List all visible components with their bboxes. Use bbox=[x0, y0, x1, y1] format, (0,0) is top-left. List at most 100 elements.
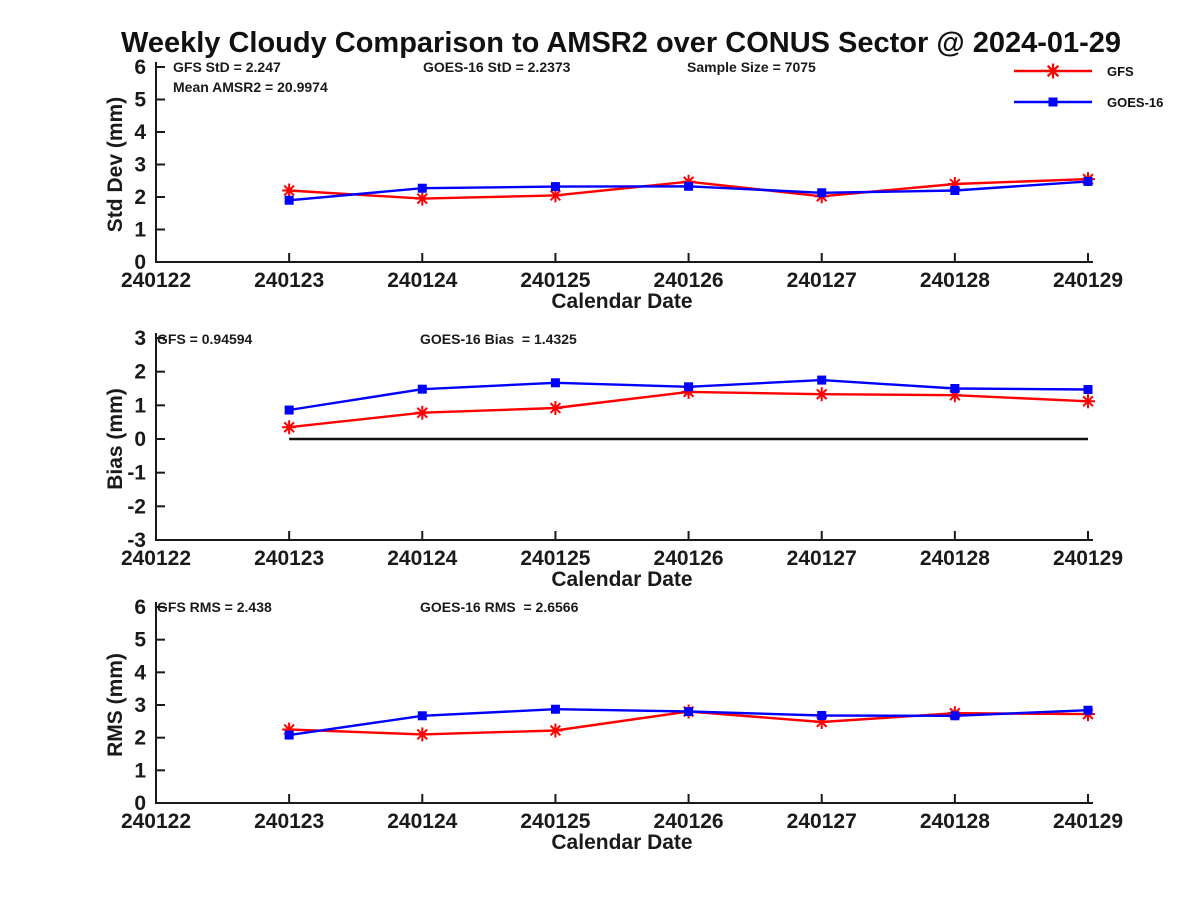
x-tick-label: 240127 bbox=[787, 547, 857, 570]
legend-entry-goes16: GOES-16 bbox=[1012, 93, 1163, 111]
y-axis-label: Bias (mm) bbox=[104, 388, 127, 490]
marker-square-icon bbox=[1083, 705, 1093, 715]
marker-square-icon bbox=[684, 181, 694, 191]
y-tick-label: 1 bbox=[134, 219, 146, 242]
x-tick-label: 240124 bbox=[387, 547, 457, 570]
y-tick-label: 5 bbox=[134, 629, 146, 652]
annotation: Mean AMSR2 = 20.9974 bbox=[173, 79, 328, 95]
y-tick-label: -2 bbox=[127, 495, 146, 518]
x-tick-label: 240127 bbox=[787, 269, 857, 292]
x-axis-label: Calendar Date bbox=[551, 290, 692, 313]
y-tick-label: 2 bbox=[134, 361, 146, 384]
annotation: GFS RMS = 2.438 bbox=[157, 599, 272, 615]
legend-label-gfs: GFS bbox=[1107, 63, 1134, 79]
annotation: GOES-16 StD = 2.2373 bbox=[423, 59, 571, 75]
annotation: GOES-16 RMS = 2.6566 bbox=[420, 599, 579, 615]
marker-asterisk-icon bbox=[814, 387, 829, 402]
marker-square-icon bbox=[817, 375, 827, 385]
x-tick-label: 240125 bbox=[520, 547, 590, 570]
x-tick-label: 240122 bbox=[121, 269, 191, 292]
marker-square-icon bbox=[284, 195, 294, 205]
marker-asterisk-icon bbox=[1045, 63, 1061, 79]
y-tick-label: 4 bbox=[134, 121, 146, 144]
marker-square-icon bbox=[284, 730, 294, 740]
y-tick-label: 1 bbox=[134, 759, 146, 782]
x-tick-label: 240126 bbox=[654, 810, 724, 833]
marker-square-icon bbox=[950, 186, 960, 195]
x-tick-label: 240124 bbox=[387, 810, 457, 833]
legend: GFS GOES-16 bbox=[1012, 62, 1163, 124]
x-tick-label: 240123 bbox=[254, 547, 324, 570]
marker-square-icon bbox=[817, 710, 827, 720]
legend-label-goes16: GOES-16 bbox=[1107, 94, 1164, 110]
x-tick-label: 240127 bbox=[787, 810, 857, 833]
marker-square-icon bbox=[550, 182, 560, 192]
y-axis-label: RMS (mm) bbox=[104, 653, 127, 757]
x-tick-label: 240128 bbox=[920, 269, 990, 292]
annotation: GFS = 0.94594 bbox=[157, 331, 253, 347]
y-tick-label: 0 bbox=[134, 428, 146, 451]
x-tick-label: 240122 bbox=[121, 810, 191, 833]
x-tick-label: 240126 bbox=[654, 269, 724, 292]
y-tick-label: 0 bbox=[134, 251, 146, 274]
y-tick-label: 6 bbox=[134, 56, 146, 79]
y-tick-label: 2 bbox=[134, 727, 146, 750]
y-tick-label: 5 bbox=[134, 89, 146, 112]
marker-square-icon bbox=[1083, 176, 1093, 186]
x-tick-label: 240125 bbox=[520, 810, 590, 833]
marker-asterisk-icon bbox=[282, 420, 297, 435]
x-tick-label: 240129 bbox=[1053, 547, 1123, 570]
marker-asterisk-icon bbox=[415, 405, 430, 420]
marker-square-icon bbox=[1083, 385, 1093, 395]
x-tick-label: 240129 bbox=[1053, 269, 1123, 292]
x-tick-label: 240125 bbox=[520, 269, 590, 292]
x-axis-label: Calendar Date bbox=[551, 568, 692, 591]
legend-entry-gfs: GFS bbox=[1012, 62, 1163, 80]
x-tick-label: 240126 bbox=[654, 547, 724, 570]
marker-square-icon bbox=[417, 183, 427, 193]
marker-square-icon bbox=[417, 711, 427, 721]
x-tick-label: 240128 bbox=[920, 810, 990, 833]
subplot-rms: 0 1 2 3 4 5 6 240122 240123 240124 240125 240126 240… bbox=[104, 596, 1123, 854]
goes16-line-marker-icon bbox=[1014, 97, 1092, 107]
y-tick-label: 3 bbox=[134, 327, 146, 350]
y-tick-label: 1 bbox=[134, 394, 146, 417]
marker-square-icon bbox=[950, 384, 960, 393]
marker-square-icon bbox=[817, 188, 827, 198]
marker-square-icon bbox=[417, 384, 427, 394]
x-tick-label: 240129 bbox=[1053, 810, 1123, 833]
marker-square-icon bbox=[284, 405, 294, 415]
y-tick-label: 2 bbox=[134, 186, 146, 209]
subplot-stddev: 0 1 2 3 4 5 6 240122 240123 240124 240125 240126 240… bbox=[104, 56, 1123, 313]
marker-asterisk-icon bbox=[548, 723, 563, 738]
marker-asterisk-icon bbox=[1081, 394, 1095, 409]
y-tick-label: 6 bbox=[134, 596, 146, 619]
y-tick-label: 0 bbox=[134, 792, 146, 815]
y-tick-label: 4 bbox=[134, 661, 146, 684]
x-tick-label: 240123 bbox=[254, 810, 324, 833]
x-tick-label: 240128 bbox=[920, 547, 990, 570]
x-tick-label: 240123 bbox=[254, 269, 324, 292]
x-tick-label: 240124 bbox=[387, 269, 457, 292]
x-axis-label: Calendar Date bbox=[551, 831, 692, 854]
annotation: GFS StD = 2.247 bbox=[173, 59, 281, 75]
marker-asterisk-icon bbox=[415, 191, 430, 206]
y-tick-label: 3 bbox=[134, 154, 146, 177]
marker-square-icon bbox=[684, 382, 694, 392]
annotation: Sample Size = 7075 bbox=[687, 59, 816, 75]
annotation: GOES-16 Bias = 1.4325 bbox=[420, 331, 577, 347]
marker-square-icon bbox=[550, 378, 560, 388]
marker-asterisk-icon bbox=[282, 183, 297, 198]
marker-square-icon bbox=[550, 704, 560, 714]
gfs-line-marker-icon bbox=[1014, 63, 1092, 79]
figure-title: Weekly Cloudy Comparison to AMSR2 over C… bbox=[120, 27, 1122, 59]
y-tick-label: 3 bbox=[134, 694, 146, 717]
marker-square-icon bbox=[950, 711, 960, 721]
y-tick-label: -3 bbox=[127, 529, 146, 552]
marker-asterisk-icon bbox=[415, 727, 430, 742]
y-axis-label: Std Dev (mm) bbox=[104, 97, 127, 232]
marker-asterisk-icon bbox=[548, 401, 563, 416]
y-tick-label: -1 bbox=[127, 462, 146, 485]
marker-square-icon bbox=[1048, 97, 1058, 107]
